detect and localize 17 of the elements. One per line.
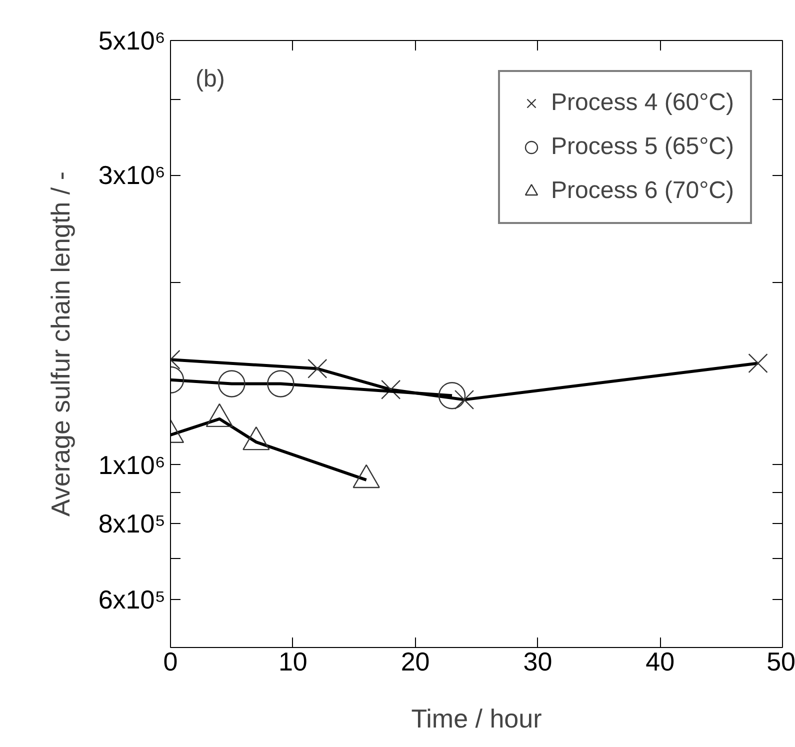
legend-label: Process 6 (70°C) [551, 177, 734, 205]
x-tick-label: 40 [646, 646, 675, 676]
x-axis-title: Time / hour [411, 704, 542, 734]
y-tick-label: 8x10⁵ [98, 508, 166, 539]
legend-label: Process 4 (60°C) [551, 89, 734, 117]
x-tick-label: 50 [766, 646, 795, 676]
x-tick-label: 10 [278, 646, 308, 676]
y-tick-label: 3x10⁶ [98, 160, 166, 190]
y-tick-label: 6x10⁵ [98, 584, 166, 614]
annotation: (b) [196, 66, 225, 92]
x-tick-label: 0 [163, 646, 178, 676]
x-tick-label: 20 [400, 646, 430, 676]
x-tick-label: 30 [523, 646, 552, 676]
y-tick-label: 5x10⁶ [98, 26, 166, 56]
legend-label: Process 5 (65°C) [551, 133, 734, 161]
y-tick-label: 1x10⁶ [98, 450, 166, 480]
y-axis-title: Average sulfur chain length / - [45, 172, 76, 516]
